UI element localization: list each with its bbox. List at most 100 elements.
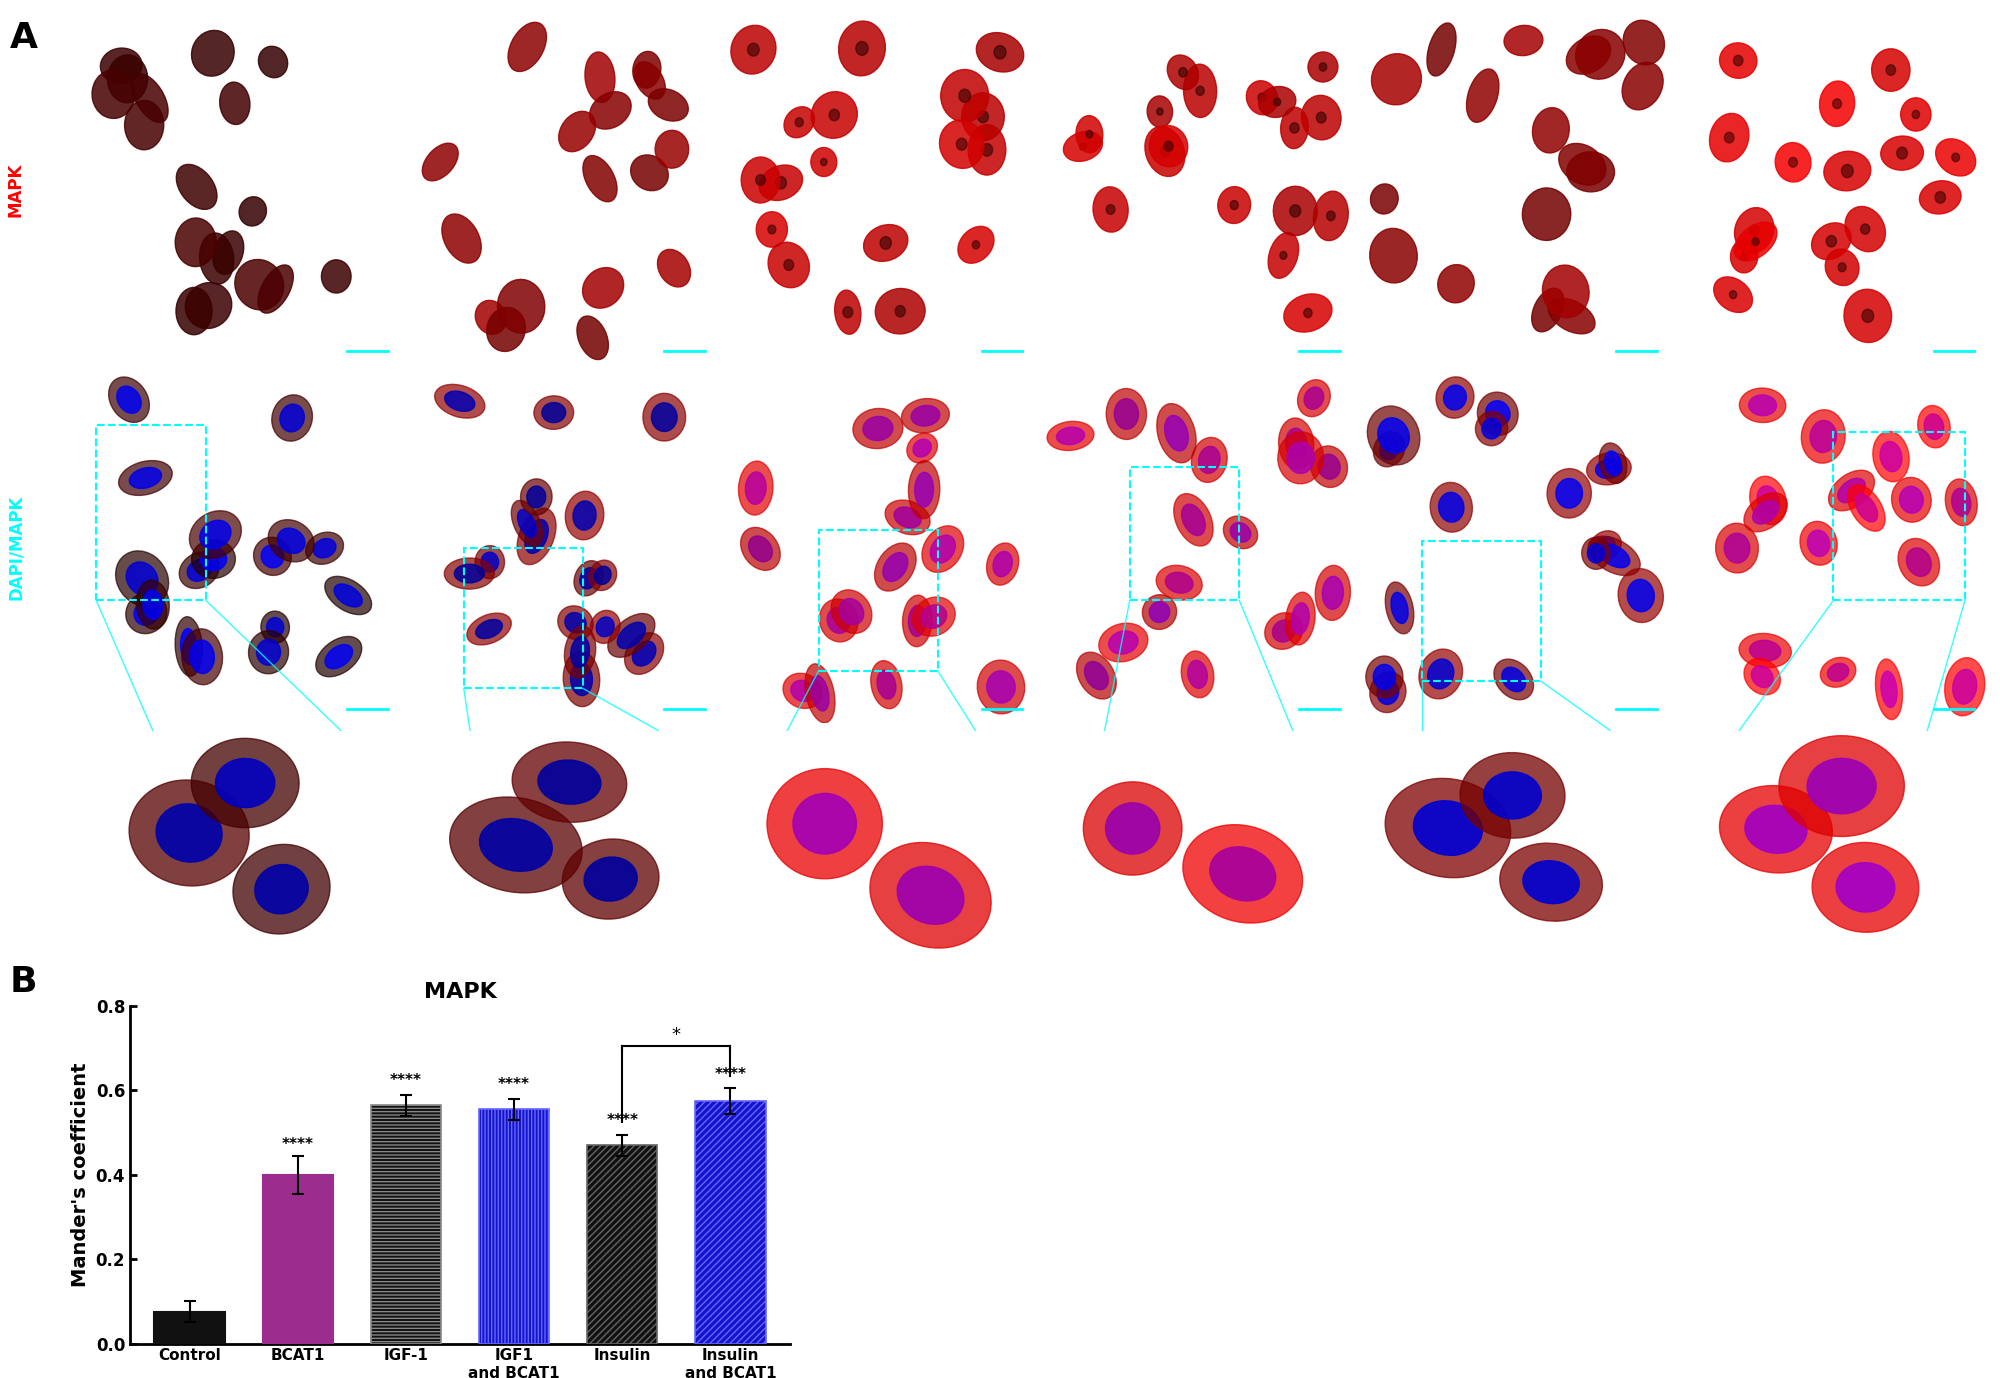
Ellipse shape (864, 225, 908, 262)
Ellipse shape (1482, 419, 1502, 440)
Ellipse shape (576, 316, 608, 360)
Text: IGF-1: IGF-1 (854, 0, 908, 7)
Ellipse shape (588, 559, 616, 591)
Ellipse shape (466, 613, 512, 645)
Ellipse shape (216, 758, 274, 808)
Ellipse shape (1150, 602, 1170, 623)
Ellipse shape (768, 225, 776, 234)
Ellipse shape (558, 606, 594, 639)
Ellipse shape (1318, 455, 1340, 480)
Ellipse shape (1788, 157, 1798, 167)
Ellipse shape (1740, 634, 1792, 668)
Ellipse shape (240, 197, 266, 226)
Bar (262, 1174, 332, 1344)
Ellipse shape (1892, 477, 1932, 522)
Ellipse shape (1848, 485, 1886, 532)
Ellipse shape (176, 617, 202, 677)
Ellipse shape (188, 559, 212, 582)
Ellipse shape (834, 291, 860, 335)
Ellipse shape (922, 526, 964, 572)
Ellipse shape (1566, 36, 1610, 74)
Ellipse shape (1920, 181, 1962, 214)
Ellipse shape (1750, 225, 1758, 236)
Ellipse shape (784, 674, 822, 708)
Ellipse shape (142, 590, 162, 619)
Y-axis label: Mander's coefficient: Mander's coefficient (72, 1062, 90, 1287)
Ellipse shape (756, 212, 788, 247)
Ellipse shape (1532, 288, 1564, 332)
Ellipse shape (978, 660, 1024, 714)
Ellipse shape (190, 511, 242, 558)
Ellipse shape (1086, 131, 1092, 138)
Ellipse shape (1064, 131, 1102, 161)
Ellipse shape (608, 613, 654, 657)
Ellipse shape (176, 288, 212, 335)
Ellipse shape (1720, 43, 1756, 79)
Ellipse shape (1164, 141, 1174, 152)
Ellipse shape (1084, 661, 1108, 689)
Ellipse shape (1230, 522, 1250, 542)
Ellipse shape (542, 402, 566, 423)
Ellipse shape (1106, 803, 1160, 854)
Ellipse shape (1588, 536, 1640, 576)
Ellipse shape (1558, 143, 1606, 185)
Ellipse shape (790, 681, 814, 701)
Ellipse shape (1160, 146, 1170, 157)
Ellipse shape (334, 584, 362, 606)
Ellipse shape (1302, 95, 1342, 139)
Ellipse shape (1596, 459, 1622, 478)
Ellipse shape (1308, 52, 1338, 83)
Ellipse shape (1280, 251, 1286, 259)
Ellipse shape (1168, 55, 1198, 90)
Ellipse shape (1418, 649, 1462, 699)
Bar (154, 1312, 224, 1344)
Ellipse shape (200, 547, 226, 570)
Ellipse shape (1596, 536, 1614, 554)
Ellipse shape (280, 404, 304, 431)
Ellipse shape (1832, 99, 1842, 109)
Ellipse shape (820, 599, 858, 642)
Ellipse shape (1438, 492, 1464, 522)
Ellipse shape (192, 739, 300, 828)
Ellipse shape (1604, 451, 1622, 475)
Ellipse shape (1286, 593, 1316, 645)
Ellipse shape (108, 55, 148, 103)
Ellipse shape (1466, 69, 1498, 123)
Ellipse shape (272, 395, 312, 441)
Ellipse shape (1618, 569, 1664, 623)
Ellipse shape (1776, 142, 1810, 182)
Ellipse shape (1460, 752, 1564, 838)
Ellipse shape (512, 500, 542, 547)
Ellipse shape (580, 568, 598, 588)
Ellipse shape (130, 780, 250, 886)
Ellipse shape (262, 544, 284, 568)
Ellipse shape (1436, 376, 1474, 418)
Ellipse shape (656, 131, 688, 168)
Ellipse shape (738, 462, 774, 515)
Ellipse shape (870, 660, 902, 708)
Ellipse shape (908, 605, 926, 637)
Ellipse shape (1196, 87, 1204, 95)
Ellipse shape (1856, 495, 1878, 522)
Ellipse shape (1156, 404, 1196, 463)
Ellipse shape (1588, 544, 1604, 564)
Ellipse shape (1532, 107, 1570, 153)
Ellipse shape (132, 74, 168, 123)
Ellipse shape (634, 62, 666, 99)
Ellipse shape (176, 164, 216, 209)
Text: Control: Control (210, 0, 284, 7)
Ellipse shape (1304, 387, 1324, 409)
Ellipse shape (1198, 446, 1220, 474)
Ellipse shape (1744, 493, 1788, 532)
Ellipse shape (92, 70, 134, 119)
Ellipse shape (1880, 441, 1902, 471)
Ellipse shape (508, 22, 546, 72)
Ellipse shape (266, 617, 284, 637)
Ellipse shape (956, 138, 968, 150)
Ellipse shape (574, 561, 604, 595)
Ellipse shape (116, 551, 168, 606)
Ellipse shape (730, 25, 776, 74)
Ellipse shape (830, 109, 840, 121)
Ellipse shape (1886, 65, 1896, 76)
Ellipse shape (902, 595, 932, 646)
